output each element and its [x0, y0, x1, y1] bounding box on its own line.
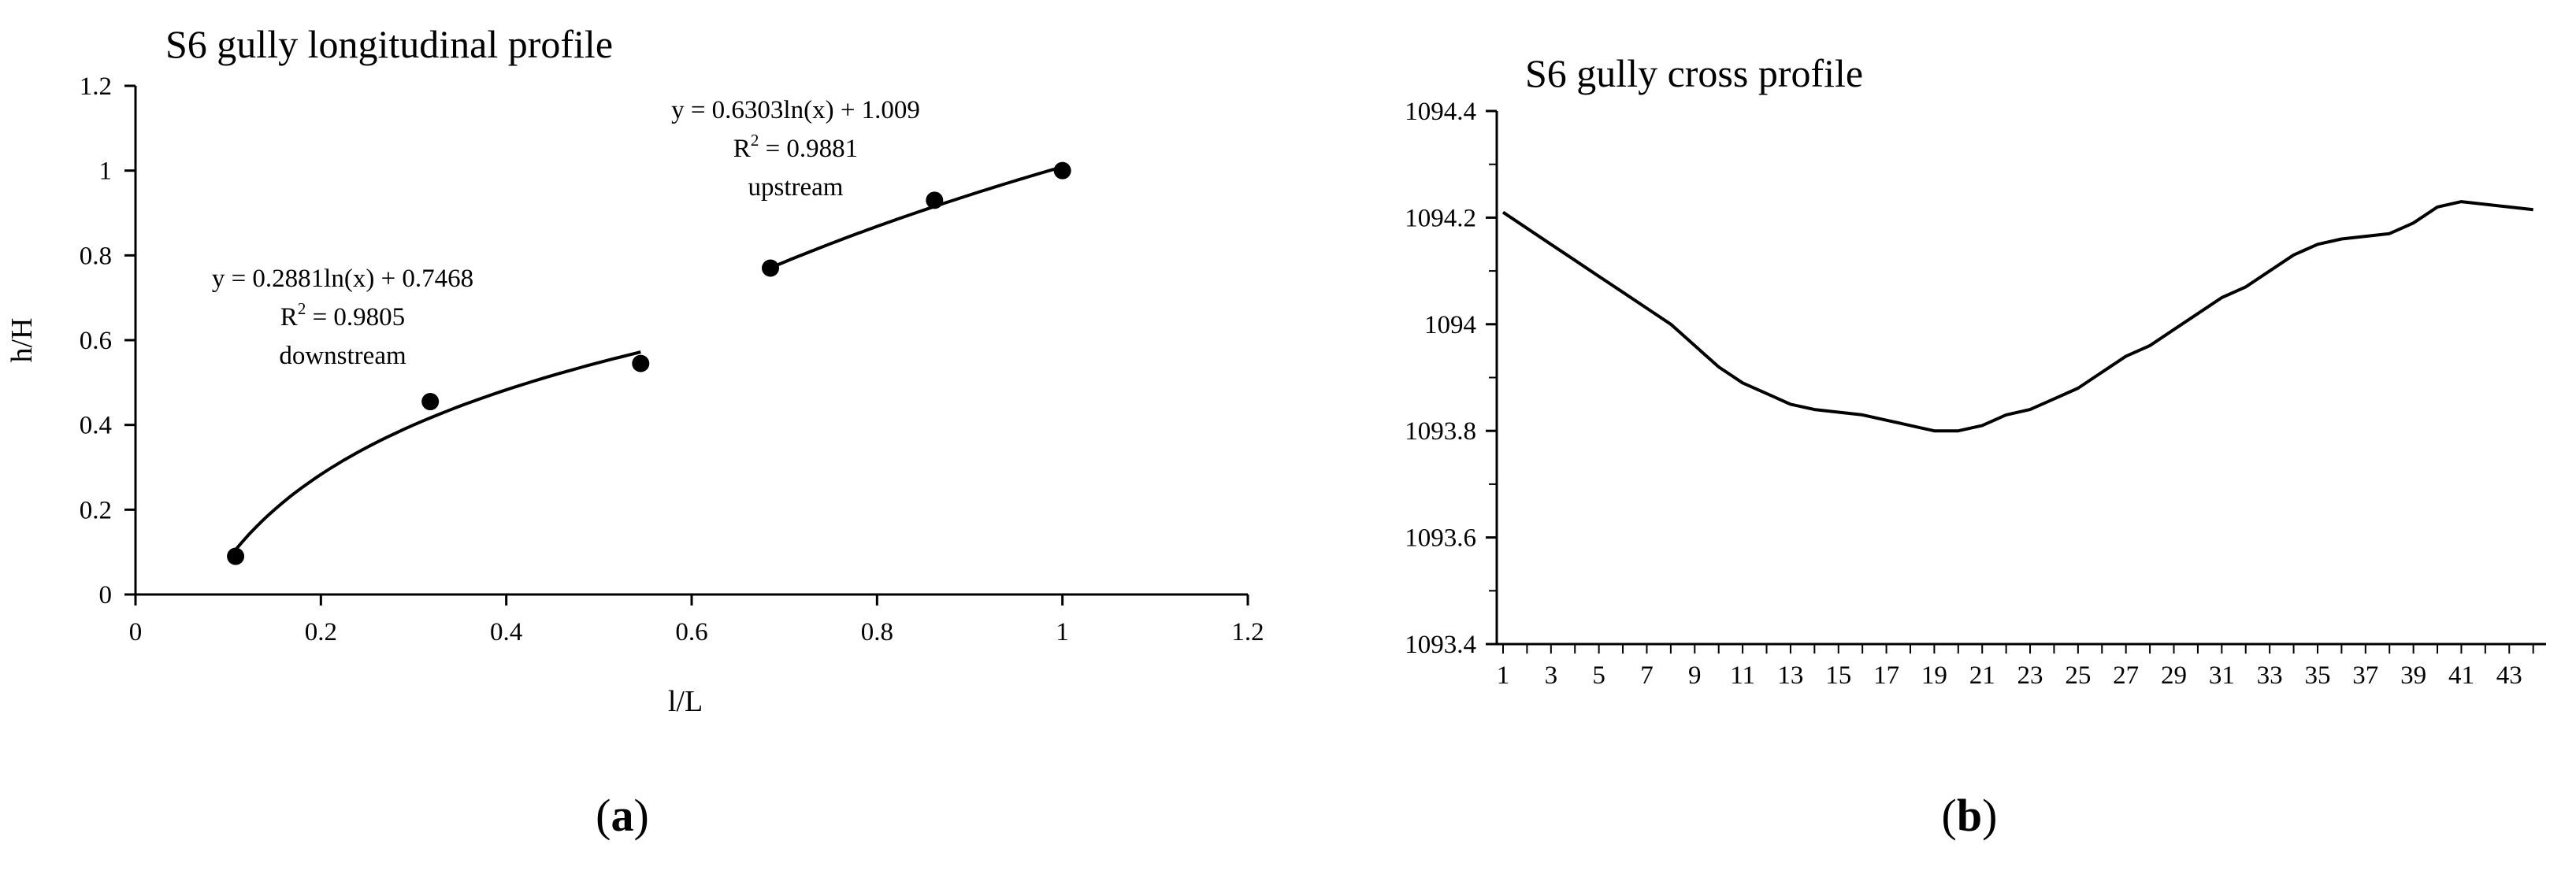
trendlines	[234, 165, 1063, 551]
y-tick-label: 0	[99, 581, 113, 609]
y-tick-label: 0.2	[80, 496, 112, 524]
downstream-label: downstream	[279, 342, 406, 370]
x-tick-label: 29	[2161, 661, 2187, 690]
x-tick-label: 3	[1545, 661, 1558, 690]
x-tick-label: 43	[2496, 661, 2522, 690]
y-tick-label: 0.6	[80, 327, 112, 355]
y-tick-label: 0.8	[80, 242, 112, 270]
x-tick-label: 0.4	[490, 618, 522, 646]
trendline-upstream	[770, 165, 1063, 270]
panel-label-b: (b)	[1942, 790, 1998, 841]
x-tick-label: 33	[2257, 661, 2283, 690]
x-tick-label: 41	[2448, 661, 2474, 690]
y-ticks: 0 0.2 0.4 0.6 0.8 1 1.2	[80, 72, 135, 609]
series-line	[1501, 200, 2533, 433]
y-tick-label: 1094	[1424, 311, 1476, 339]
x-tick-label: 39	[2400, 661, 2426, 690]
y-tick-label: 0.4	[80, 412, 112, 440]
data-point	[762, 259, 780, 277]
y-ticks: 1093.4 1093.6 1093.8 1094 1094.2 1094.4	[1405, 98, 1497, 659]
x-tick-label: 15	[1825, 661, 1851, 690]
x-tick-label: 25	[2065, 661, 2091, 690]
panel-label-a: (a)	[596, 790, 649, 841]
x-tick-label: 35	[2304, 661, 2330, 690]
chart-title: S6 gully longitudinal profile	[165, 22, 613, 66]
y-axis-label: h/H	[6, 318, 39, 363]
data-points	[227, 161, 1071, 565]
x-tick-label: 19	[1921, 661, 1947, 690]
y-tick-label: 1093.4	[1405, 631, 1476, 659]
x-tick-label: 1	[1497, 661, 1510, 690]
x-tick-label: 1	[1056, 618, 1069, 646]
downstream-equation: y = 0.2881ln(x) + 0.7468	[212, 265, 473, 293]
x-ticks: 1 3 5 7 9 11 13 15 17 19 21 23 25 27 29 31 33 35 37 39 41 43	[1497, 644, 2534, 690]
downstream-r2: R2 = 0.9805	[280, 299, 405, 331]
x-tick-label: 1.2	[1231, 618, 1264, 646]
x-tick-label: 17	[1873, 661, 1899, 690]
y-tick-label: 1093.6	[1405, 524, 1476, 553]
x-tick-label: 5	[1592, 661, 1605, 690]
x-axis-label: l/L	[668, 685, 703, 718]
x-tick-label: 13	[1777, 661, 1803, 690]
x-tick-label: 23	[2017, 661, 2043, 690]
chart-cross-profile: S6 gully cross profile 1093.41093.61093.…	[1405, 51, 2546, 841]
x-tick-label: 37	[2352, 661, 2378, 690]
x-tick-label: 27	[2113, 661, 2139, 690]
trendline-downstream	[234, 350, 641, 551]
x-tick-label: 31	[2209, 661, 2235, 690]
x-tick-label: 11	[1730, 661, 1755, 690]
y-tick-label: 1093.8	[1405, 417, 1476, 446]
upstream-equation: y = 0.6303ln(x) + 1.009	[671, 96, 920, 124]
data-point	[926, 191, 944, 209]
y-tick-label: 1094.4	[1405, 98, 1476, 126]
x-ticks: 0 0.2 0.4 0.6 0.8 1 1.2	[129, 594, 1264, 646]
y-tick-label: 1094.2	[1405, 204, 1476, 232]
chart-title: S6 gully cross profile	[1525, 51, 1863, 95]
upstream-r2: R2 = 0.9881	[733, 131, 858, 163]
upstream-label: upstream	[748, 173, 844, 202]
data-point	[421, 393, 440, 411]
x-tick-label: 21	[1969, 661, 1995, 690]
chart-longitudinal-profile: S6 gully longitudinal profile 0 0.2 0.4 0.6…	[6, 22, 1264, 841]
x-tick-label: 0.2	[305, 618, 337, 646]
y-tick-label: 1	[99, 157, 113, 186]
x-tick-label: 0.6	[675, 618, 707, 646]
data-point	[1053, 161, 1071, 180]
y-tick-label: 1.2	[80, 72, 112, 101]
x-tick-label: 0	[129, 618, 143, 646]
data-point	[632, 354, 650, 372]
x-tick-label: 0.8	[861, 618, 893, 646]
x-tick-label: 9	[1688, 661, 1702, 690]
data-point	[227, 547, 245, 565]
x-tick-label: 7	[1640, 661, 1654, 690]
